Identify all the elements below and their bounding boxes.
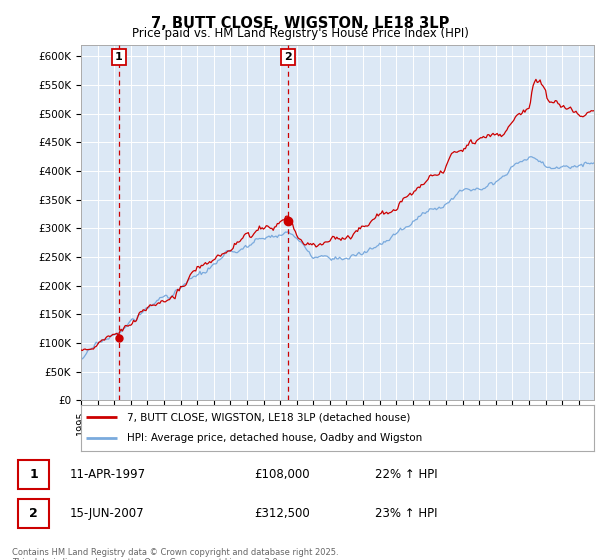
Text: 2: 2 bbox=[284, 52, 292, 62]
Text: 15-JUN-2007: 15-JUN-2007 bbox=[70, 507, 144, 520]
Text: 7, BUTT CLOSE, WIGSTON, LE18 3LP: 7, BUTT CLOSE, WIGSTON, LE18 3LP bbox=[151, 16, 449, 31]
Text: 11-APR-1997: 11-APR-1997 bbox=[70, 468, 146, 481]
FancyBboxPatch shape bbox=[18, 460, 49, 489]
Text: 7, BUTT CLOSE, WIGSTON, LE18 3LP (detached house): 7, BUTT CLOSE, WIGSTON, LE18 3LP (detach… bbox=[127, 412, 410, 422]
FancyBboxPatch shape bbox=[18, 500, 49, 529]
Text: Price paid vs. HM Land Registry's House Price Index (HPI): Price paid vs. HM Land Registry's House … bbox=[131, 27, 469, 40]
Text: HPI: Average price, detached house, Oadby and Wigston: HPI: Average price, detached house, Oadb… bbox=[127, 433, 422, 444]
Text: £312,500: £312,500 bbox=[254, 507, 310, 520]
Text: 1: 1 bbox=[115, 52, 122, 62]
Text: 23% ↑ HPI: 23% ↑ HPI bbox=[375, 507, 437, 520]
Text: 1: 1 bbox=[29, 468, 38, 481]
Text: 2: 2 bbox=[29, 507, 38, 520]
Text: Contains HM Land Registry data © Crown copyright and database right 2025.
This d: Contains HM Land Registry data © Crown c… bbox=[12, 548, 338, 560]
Text: £108,000: £108,000 bbox=[254, 468, 310, 481]
Text: 22% ↑ HPI: 22% ↑ HPI bbox=[375, 468, 437, 481]
